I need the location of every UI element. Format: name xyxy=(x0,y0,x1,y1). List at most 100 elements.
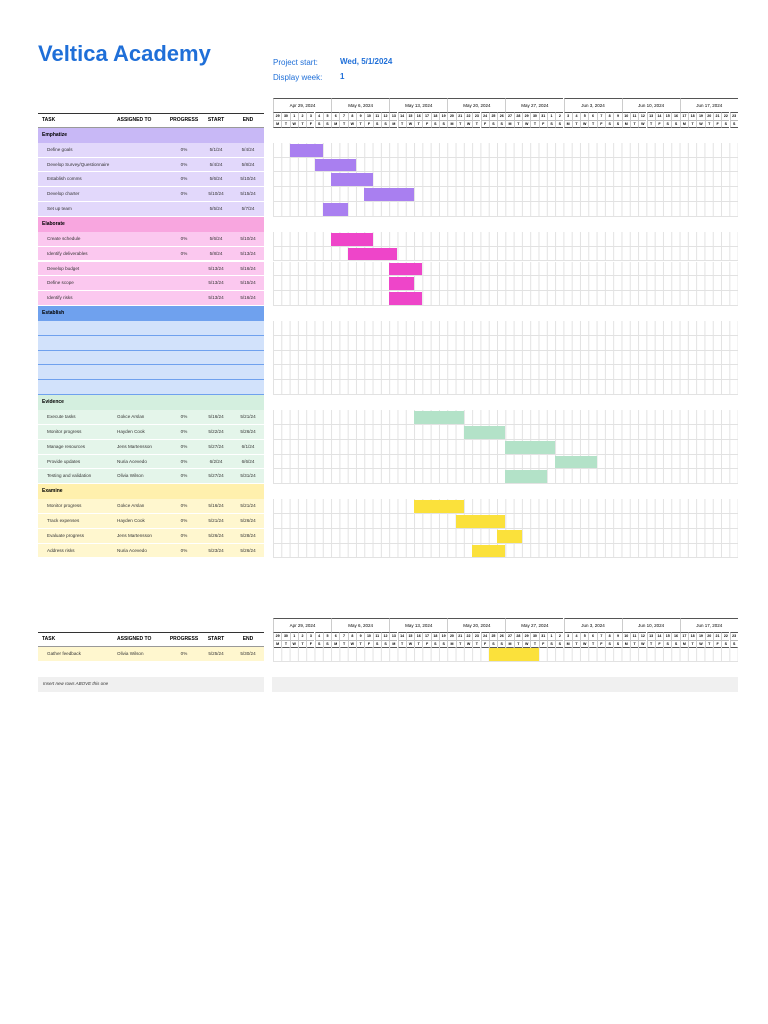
week-label: May 27, 2024 xyxy=(505,618,564,632)
day-number: 17 xyxy=(679,112,688,120)
cell-task: Testing and validation xyxy=(47,473,92,479)
day-number: 15 xyxy=(405,632,415,640)
cell-progress: 0% xyxy=(180,532,188,538)
gantt-bar xyxy=(389,262,423,276)
day-number: 19 xyxy=(439,112,448,120)
gantt-grid-row xyxy=(273,365,738,381)
day-number: 22 xyxy=(721,112,730,120)
weekday: S xyxy=(314,120,323,128)
day-number: 20 xyxy=(704,632,713,640)
gantt-bar xyxy=(314,158,356,172)
weekday: T xyxy=(297,120,307,128)
day-number: 14 xyxy=(397,112,406,120)
task-row xyxy=(38,276,264,292)
day-number: 4 xyxy=(571,112,581,120)
day-number: 24 xyxy=(480,632,489,640)
day-number: 30 xyxy=(530,112,539,120)
weekday: F xyxy=(364,120,373,128)
cell-end: 6/1/24 xyxy=(241,443,255,449)
day-number: 11 xyxy=(372,632,381,640)
cell-assigned: Olivia Wilson xyxy=(117,651,144,656)
header-row xyxy=(38,632,264,647)
task-row xyxy=(38,291,264,307)
week-label: May 20, 2024 xyxy=(447,98,506,112)
day-number: 22 xyxy=(463,632,473,640)
day-number: 7 xyxy=(596,632,605,640)
cell-end: 5/4/24 xyxy=(241,146,255,152)
weekday: T xyxy=(455,120,464,128)
gantt-bar xyxy=(331,232,373,246)
day-number: 6 xyxy=(588,112,597,120)
cell-end: 5/8/24 xyxy=(241,161,255,167)
weekday: W xyxy=(638,120,647,128)
column-header: ASSIGNED TO xyxy=(117,117,152,123)
day-number: 5 xyxy=(322,632,332,640)
cell-start: 5/27/24 xyxy=(208,443,224,449)
cell-task: Develop budget xyxy=(47,265,80,271)
cell-progress: 0% xyxy=(180,458,188,464)
day-number: 8 xyxy=(347,632,356,640)
weekday: T xyxy=(414,120,423,128)
column-header: PROGRESS xyxy=(169,117,199,123)
day-number: 24 xyxy=(480,112,489,120)
gantt-bar xyxy=(455,514,506,528)
week-label: Apr 29, 2024 xyxy=(273,98,332,112)
weekday: F xyxy=(422,120,431,128)
day-number: 20 xyxy=(704,112,713,120)
cell-start: 5/21/24 xyxy=(208,517,224,523)
weekday: S xyxy=(488,120,498,128)
day-number: 16 xyxy=(671,632,680,640)
cell-end: 5/26/24 xyxy=(240,428,256,434)
weekday: F xyxy=(480,120,489,128)
weekday: T xyxy=(530,120,539,128)
cell-end: 5/7/24 xyxy=(241,206,255,212)
day-number: 23 xyxy=(472,112,481,120)
weekday: W xyxy=(463,120,473,128)
column-header: PROGRESS xyxy=(169,636,199,642)
column-header: END xyxy=(242,636,254,642)
task-row xyxy=(38,439,264,455)
cell-end: 5/21/24 xyxy=(240,414,256,419)
day-number: 14 xyxy=(654,112,664,120)
day-number: 20 xyxy=(447,112,456,120)
cell-progress: 0% xyxy=(180,428,188,434)
cell-start: 5/6/24 xyxy=(209,176,223,182)
day-number: 30 xyxy=(530,632,539,640)
gantt-bar xyxy=(289,143,323,157)
weekday: F xyxy=(596,120,605,128)
weekday: T xyxy=(356,120,365,128)
cell-assigned: Nuria Acevedo xyxy=(117,547,147,553)
weekday: S xyxy=(439,120,448,128)
cell-start: 5/4/24 xyxy=(209,161,223,167)
weekday: W xyxy=(580,120,589,128)
cell-end: 5/28/24 xyxy=(240,532,256,538)
day-number: 25 xyxy=(488,112,498,120)
week-label: Jun 3, 2024 xyxy=(563,618,622,632)
cell-task: Identify risks xyxy=(47,295,73,301)
weekday: S xyxy=(372,120,381,128)
day-number: 21 xyxy=(455,632,464,640)
cell-start: 5/6/24 xyxy=(209,235,223,241)
day-number: 3 xyxy=(563,112,572,120)
column-header: END xyxy=(242,117,254,123)
day-number: 11 xyxy=(372,112,381,120)
gantt-grid-row xyxy=(273,513,738,529)
cell-progress: 0% xyxy=(180,146,188,152)
weekday: M xyxy=(273,120,282,128)
day-number: 9 xyxy=(613,632,622,640)
day-number: 29 xyxy=(273,112,282,120)
value: 1 xyxy=(340,72,345,81)
cell-progress: 0% xyxy=(180,191,188,197)
gantt-bar xyxy=(389,292,423,306)
day-number: 30 xyxy=(281,112,290,120)
day-number: 17 xyxy=(422,112,431,120)
title: Veltica Academy xyxy=(38,41,211,66)
weekday: M xyxy=(679,120,688,128)
gantt-grid-row xyxy=(273,410,738,425)
day-number: 23 xyxy=(729,112,738,120)
day-number: 4 xyxy=(314,632,323,640)
week-label: Jun 10, 2024 xyxy=(621,618,680,632)
day-number: 2 xyxy=(297,112,307,120)
week-label: May 6, 2024 xyxy=(331,618,390,632)
gantt-grid-row xyxy=(273,335,738,351)
